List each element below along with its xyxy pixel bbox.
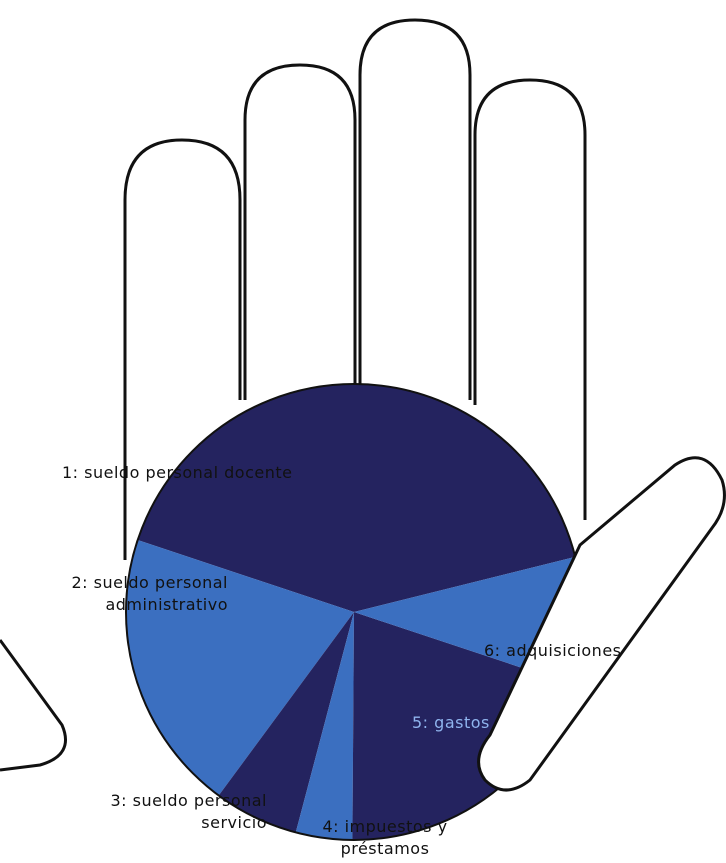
thumb bbox=[477, 456, 726, 792]
slice-label: 3: sueldo personal servicio bbox=[110, 791, 267, 832]
palm-edge bbox=[0, 639, 67, 772]
hand-outline bbox=[0, 18, 587, 772]
slice-label: 2: sueldo personal administrativo bbox=[71, 573, 228, 614]
slice-label: 4: impuestos y préstamos bbox=[322, 817, 448, 858]
pie-slice bbox=[295, 612, 354, 840]
pie bbox=[125, 383, 583, 841]
pie-slice bbox=[352, 612, 571, 840]
finger bbox=[243, 63, 357, 400]
slice-label: 1: sueldo personal docente bbox=[62, 463, 293, 482]
finger bbox=[123, 138, 242, 560]
finger bbox=[358, 18, 472, 400]
pie-slice bbox=[126, 540, 354, 796]
slice-label: 5: gastos bbox=[412, 713, 490, 732]
pie-slice bbox=[137, 383, 576, 612]
finger bbox=[473, 78, 587, 520]
pie-slice bbox=[354, 556, 582, 684]
slice-label: 6: adquisiciones bbox=[484, 641, 622, 660]
pie-slice bbox=[218, 612, 354, 833]
